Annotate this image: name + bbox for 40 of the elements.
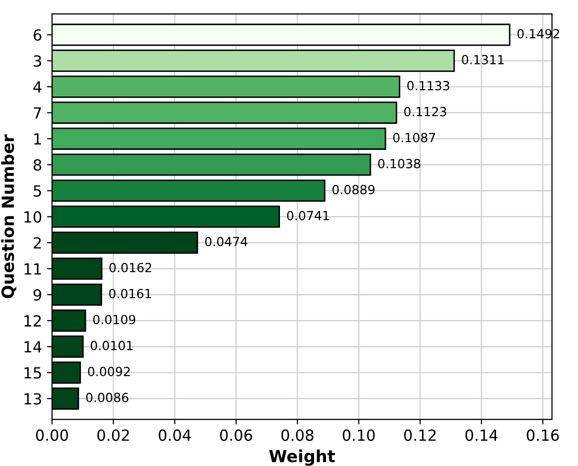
y-tick-label: 15 <box>24 367 41 379</box>
y-tick-label: 13 <box>24 393 42 405</box>
x-tick-label: 0.12 <box>404 429 436 441</box>
y-tick-label: 11 <box>24 263 41 274</box>
data-label: 0.0741 <box>287 210 329 220</box>
x-tick-label: 0.00 <box>36 429 68 441</box>
x-tick-label: 0.14 <box>465 429 498 441</box>
data-label: 0.0101 <box>90 340 133 350</box>
data-label: 0.0474 <box>205 236 248 246</box>
y-axis-title: Question Number <box>1 134 16 298</box>
y-tick-label: 4 <box>33 81 42 93</box>
x-axis-title: Weight <box>269 449 335 466</box>
y-tick-label: 5 <box>34 185 41 197</box>
data-label: 0.1133 <box>407 80 450 90</box>
data-label: 0.0109 <box>93 314 136 324</box>
y-tick-label: 10 <box>24 211 42 223</box>
data-label: 0.1311 <box>462 54 504 64</box>
data-label: 0.0086 <box>86 392 128 402</box>
y-tick-label: 1 <box>34 133 41 145</box>
x-tick-label: 0.06 <box>220 429 252 441</box>
y-tick-label: 6 <box>34 29 42 41</box>
data-label: 0.1038 <box>378 158 420 168</box>
data-label: 0.1123 <box>404 106 446 116</box>
y-tick-label: 14 <box>24 341 42 352</box>
x-tick-label: 0.08 <box>281 429 314 441</box>
y-tick-label: 9 <box>34 289 42 301</box>
data-label: 0.0162 <box>109 262 152 272</box>
x-tick-label: 0.02 <box>97 429 129 441</box>
data-label: 0.0889 <box>332 184 375 194</box>
y-tick-label: 7 <box>34 107 41 119</box>
data-label: 0.1087 <box>393 132 436 142</box>
x-tick-label: 0.10 <box>342 429 375 441</box>
y-tick-label: 8 <box>34 159 42 171</box>
x-tick-label: 0.16 <box>526 429 559 441</box>
data-label: 0.0092 <box>88 366 130 376</box>
y-tick-label: 3 <box>34 55 42 67</box>
x-tick-label: 0.04 <box>158 429 191 441</box>
data-label: 0.0161 <box>109 288 151 298</box>
y-tick-label: 2 <box>34 237 41 248</box>
y-tick-label: 12 <box>24 315 41 326</box>
